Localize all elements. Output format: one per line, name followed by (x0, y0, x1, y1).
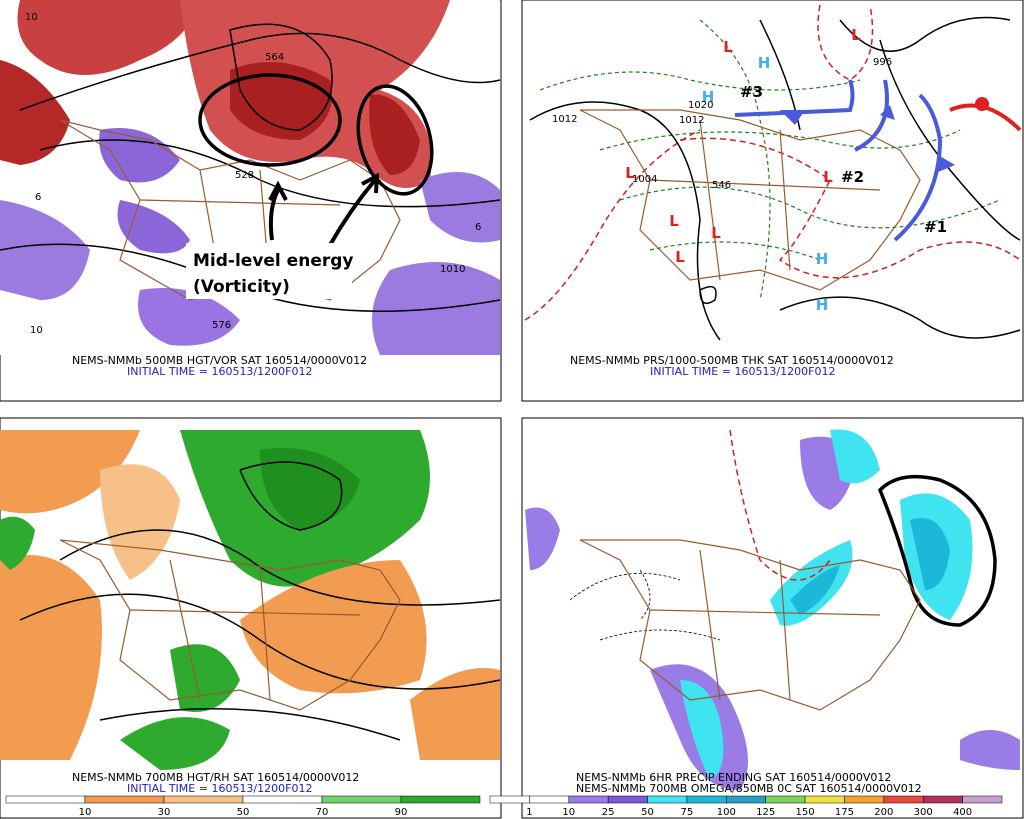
colorbar-swatch (489, 795, 530, 804)
annotation: (Vorticity) (193, 277, 290, 297)
colorbar-label: 175 (835, 807, 854, 818)
colorbar-swatch (844, 795, 885, 804)
colorbar-label: 90 (395, 807, 408, 818)
front-label: #3 (740, 83, 763, 101)
pressure-center: H (702, 88, 715, 106)
colorbar-label: 10 (562, 807, 575, 818)
colorbar-label: 70 (316, 807, 329, 818)
contour-label: 1020 (688, 100, 713, 111)
colorbar-swatch (647, 795, 688, 804)
pressure-center: H (816, 250, 829, 268)
colorbar-label: 125 (756, 807, 775, 818)
contour-label: 6 (475, 222, 481, 233)
colorbar-swatch (84, 795, 165, 804)
pressure-center: L (723, 38, 733, 56)
colorbar-label: 25 (602, 807, 615, 818)
panel-frame (521, 0, 1024, 402)
contour-label: 528 (235, 170, 254, 181)
pressure-center: L (675, 248, 685, 266)
colorbar-swatch (883, 795, 924, 804)
pressure-center: L (823, 168, 833, 186)
colorbar-swatch (804, 795, 845, 804)
panel-subtitle: INITIAL TIME = 160513/1200F012 (127, 782, 312, 795)
colorbar-swatch (321, 795, 402, 804)
colorbar-swatch (5, 795, 86, 804)
pressure-center: H (758, 54, 771, 72)
panel-subtitle: NEMS-NMMb 700MB OMEGA/850MB 0C SAT 16051… (576, 782, 922, 795)
colorbar-swatch (922, 795, 963, 804)
contour-label: 1004 (632, 174, 657, 185)
panel-subtitle: INITIAL TIME = 160513/1200F012 (127, 365, 312, 378)
pressure-center: L (625, 164, 635, 182)
colorbar-swatch (568, 795, 609, 804)
contour-label: 1010 (440, 264, 465, 275)
humidity-map (0, 430, 501, 770)
colorbar-label: 1 (526, 807, 532, 818)
pressure-center: H (816, 296, 829, 314)
contour-label: 6 (35, 192, 41, 203)
contour-label: 10 (30, 325, 43, 336)
colorbar-swatch (765, 795, 806, 804)
contour-label: 10 (25, 12, 38, 23)
colorbar-swatch (242, 795, 323, 804)
colorbar-label: 300 (914, 807, 933, 818)
colorbar-label: 50 (641, 807, 654, 818)
colorbar-label: 150 (796, 807, 815, 818)
contour-label: 1012 (552, 114, 577, 125)
colorbar-label: 10 (79, 807, 92, 818)
colorbar-swatch (686, 795, 727, 804)
panel-title: NEMS-NMMb 6HR PRECIP ENDING SAT 160514/0… (576, 771, 891, 784)
colorbar-swatch (163, 795, 244, 804)
precip-map (525, 429, 1020, 790)
colorbar-swatch (529, 795, 570, 804)
contour-label: 1012 (679, 115, 704, 126)
panel-title: NEMS-NMMb PRS/1000-500MB THK SAT 160514/… (570, 354, 894, 367)
front-label: #2 (841, 168, 864, 186)
panel-subtitle: INITIAL TIME = 160513/1200F012 (650, 365, 835, 378)
colorbar-swatch (400, 795, 481, 804)
panel-frame (521, 417, 1024, 819)
contour-label: 546 (712, 180, 731, 191)
colorbar-label: 75 (681, 807, 694, 818)
contour-label: 564 (265, 52, 284, 63)
colorbar-swatch (607, 795, 648, 804)
contour-label: 996 (873, 57, 892, 68)
colorbar-label: 30 (158, 807, 171, 818)
colorbar-label: 50 (237, 807, 250, 818)
pressure-map (524, 4, 1022, 341)
colorbar-swatch (726, 795, 766, 804)
contour-label: 576 (212, 320, 231, 331)
front-label: #1 (924, 218, 947, 236)
vorticity-map (0, 0, 501, 355)
pressure-center: L (669, 212, 679, 230)
colorbar-label: 200 (874, 807, 893, 818)
annotation: Mid-level energy (193, 251, 353, 271)
colorbar-swatch (962, 795, 1003, 804)
pressure-center: L (851, 26, 861, 44)
panel-title: NEMS-NMMb 500MB HGT/VOR SAT 160514/0000V… (72, 354, 367, 367)
pressure-center: L (711, 224, 721, 242)
colorbar-label: 100 (717, 807, 736, 818)
panel-title: NEMS-NMMb 700MB HGT/RH SAT 160514/0000V0… (72, 771, 359, 784)
colorbar-label: 400 (953, 807, 972, 818)
